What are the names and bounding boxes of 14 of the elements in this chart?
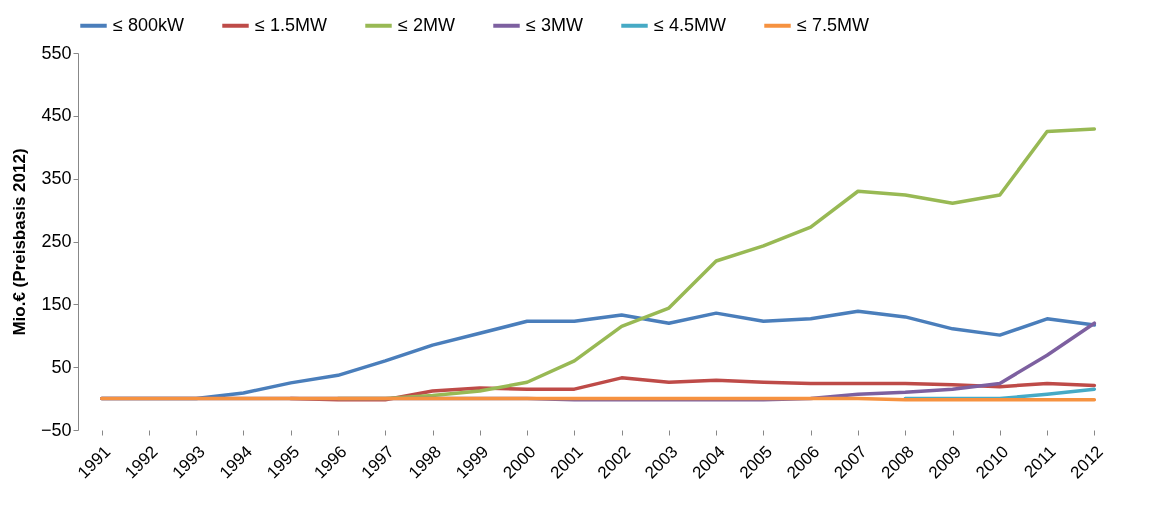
y-axis-title: Mio.€ (Preisbasis 2012) xyxy=(9,148,29,336)
legend-label: ≤ 1.5MW xyxy=(255,14,327,35)
legend-label: ≤ 4.5MW xyxy=(654,14,726,35)
legend-label: ≤ 2MW xyxy=(398,14,455,35)
y-tick-label: 550 xyxy=(41,42,72,63)
y-tick-label: 450 xyxy=(41,105,72,126)
y-tick-label: 150 xyxy=(41,293,72,314)
y-tick-label: 50 xyxy=(51,356,72,377)
legend-label: ≤ 3MW xyxy=(526,14,583,35)
y-tick-label: −50 xyxy=(40,419,72,440)
legend-label: ≤ 800kW xyxy=(113,14,184,35)
legend-label: ≤ 7.5MW xyxy=(797,14,869,35)
y-tick-label: 350 xyxy=(41,168,72,189)
y-tick-label: 250 xyxy=(41,231,72,251)
